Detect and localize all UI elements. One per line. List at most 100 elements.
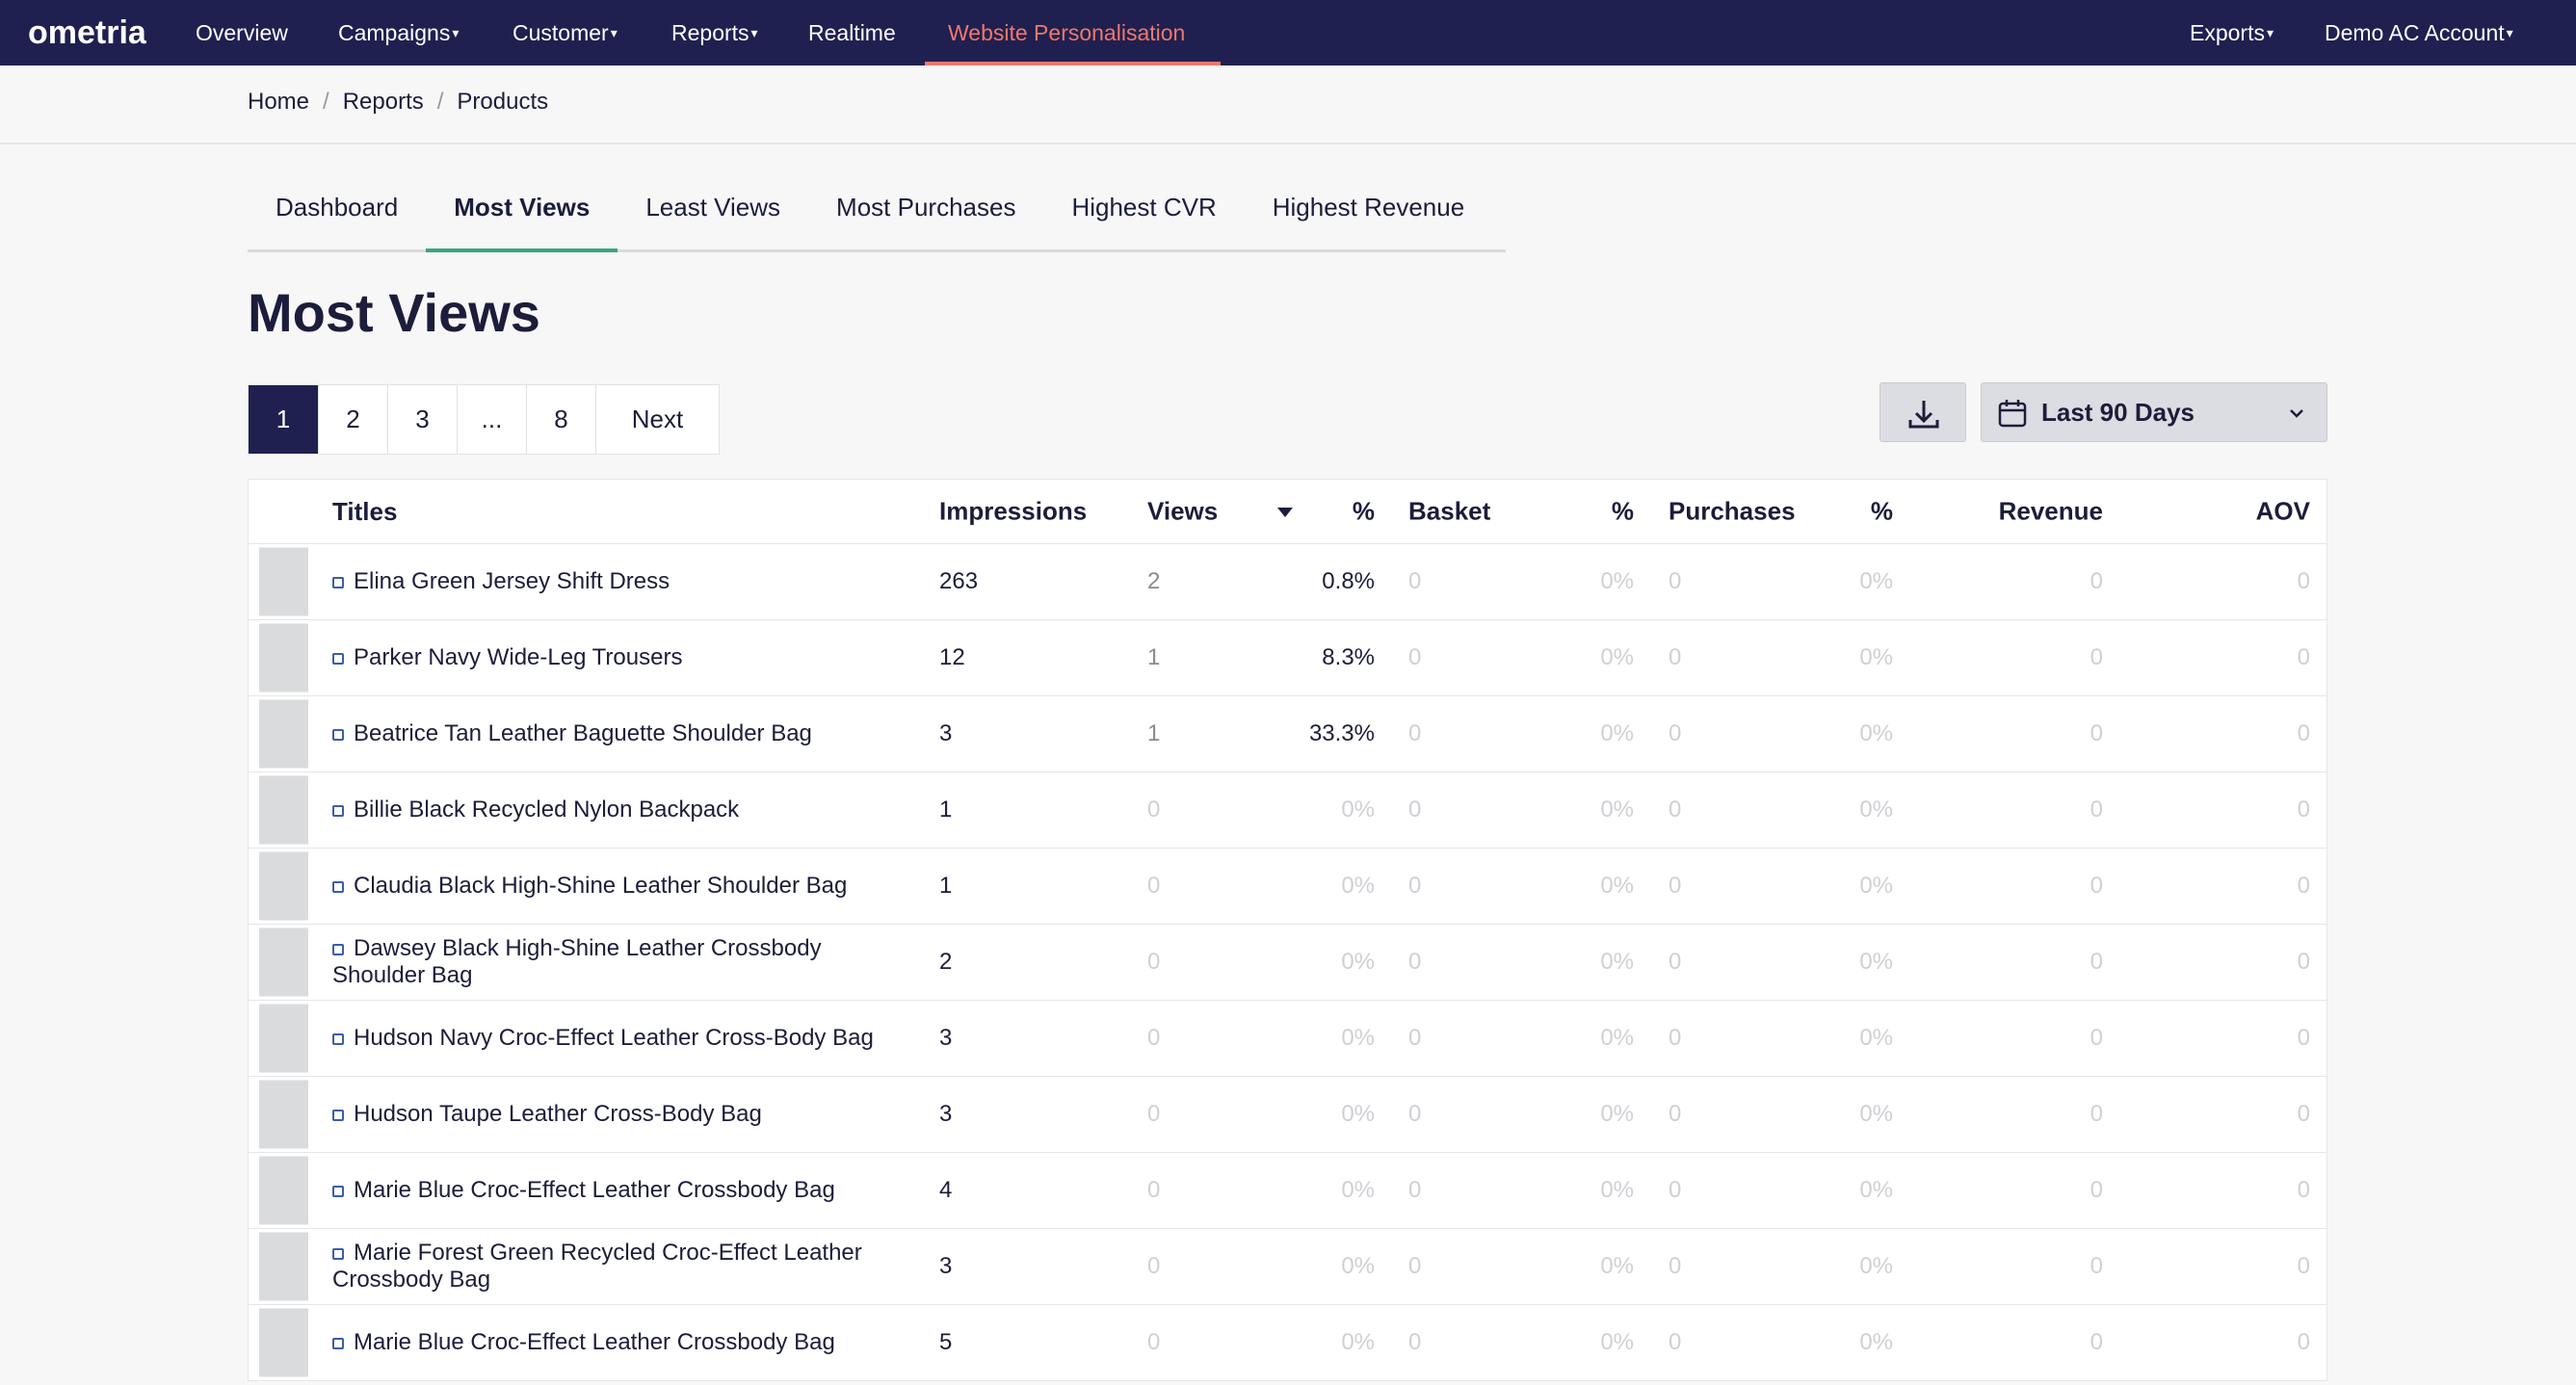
cell: 0	[1408, 1101, 1422, 1127]
crumb[interactable]: Reports	[309, 89, 424, 116]
cell: 0	[1408, 797, 1422, 823]
column-header[interactable]: %	[1870, 496, 1893, 526]
cell: 1	[1147, 644, 1161, 670]
table-row: Dawsey Black High-Shine Leather Crossbod…	[249, 924, 2326, 1000]
thumbnail	[259, 623, 308, 692]
page-button[interactable]: 3	[387, 385, 457, 454]
cell: 0	[1408, 568, 1422, 594]
column-header[interactable]: Views	[1147, 496, 1219, 526]
cell: 0%	[1600, 568, 1634, 594]
cell: 0	[2090, 873, 2103, 899]
column-header[interactable]: %	[1352, 496, 1375, 526]
tab[interactable]: Dashboard	[276, 193, 399, 222]
nav-item[interactable]: Website Personalisation	[948, 20, 1186, 45]
column-header[interactable]: Basket	[1408, 496, 1491, 526]
cell: 0	[1408, 1329, 1422, 1355]
page-button[interactable]: 1	[249, 385, 318, 454]
column-header[interactable]: AOV	[2255, 496, 2310, 526]
title-cell[interactable]: Hudson Navy Croc-Effect Leather Cross-Bo…	[332, 1019, 891, 1058]
product-title[interactable]: Marie Blue Croc-Effect Leather Crossbody…	[354, 1329, 835, 1355]
link-icon	[332, 805, 344, 817]
title-cell[interactable]: Hudson Taupe Leather Cross-Body Bag	[332, 1095, 891, 1134]
column-header[interactable]: Impressions	[939, 496, 1088, 526]
page-button[interactable]: 8	[526, 385, 595, 454]
breadcrumb: Home Reports Products	[248, 89, 548, 116]
title-cell[interactable]: Beatrice Tan Leather Baguette Shoulder B…	[332, 715, 891, 753]
product-title[interactable]: Marie Blue Croc-Effect Leather Crossbody…	[354, 1177, 835, 1203]
download-button[interactable]	[1879, 382, 1966, 442]
cell: 0	[2090, 797, 2103, 823]
cell: 0	[1147, 797, 1161, 823]
cell: 0	[2297, 1101, 2310, 1127]
page-button[interactable]: ...	[457, 385, 526, 454]
nav-item[interactable]: Overview	[196, 20, 288, 45]
link-icon	[332, 653, 344, 665]
table-row: Elina Green Jersey Shift Dress 263 2 0.8% 0 0…	[249, 543, 2326, 619]
column-header[interactable]: Titles	[332, 497, 398, 526]
header-row: Titles Impressions Views% Basket% Purchases%…	[249, 480, 2326, 543]
product-title[interactable]: Dawsey Black High-Shine Leather Crossbod…	[332, 935, 822, 988]
title-cell[interactable]: Claudia Black High-Shine Leather Shoulde…	[332, 867, 891, 905]
column-header[interactable]: %	[1611, 496, 1634, 526]
title-cell[interactable]: Elina Green Jersey Shift Dress	[332, 562, 891, 601]
heading: Most Views	[248, 282, 540, 343]
table-row: Marie Forest Green Recycled Croc-Effect …	[249, 1228, 2326, 1304]
cell: 0	[2090, 949, 2103, 975]
date-dropdown[interactable]: Last 90 Days	[1981, 382, 2327, 442]
product-title[interactable]: Hudson Taupe Leather Cross-Body Bag	[354, 1101, 762, 1127]
nav-item[interactable]: Campaigns	[338, 0, 459, 65]
crumb[interactable]: Products	[424, 89, 548, 116]
nav-item[interactable]: Realtime	[808, 20, 896, 45]
tab[interactable]: Most Purchases	[836, 193, 1016, 222]
link-icon	[332, 944, 344, 955]
tab[interactable]: Most Views	[426, 183, 618, 252]
product-title[interactable]: Parker Navy Wide-Leg Trousers	[354, 644, 683, 670]
cell: 0%	[1859, 873, 1893, 899]
product-title[interactable]: Beatrice Tan Leather Baguette Shoulder B…	[354, 720, 812, 746]
tab[interactable]: Highest CVR	[1071, 193, 1217, 222]
cell: 0	[1669, 1177, 1682, 1203]
date-label: Last 90 Days	[2041, 398, 2195, 427]
cell: 0%	[1859, 1329, 1893, 1355]
title-cell[interactable]: Billie Black Recycled Nylon Backpack	[332, 791, 891, 829]
product-title[interactable]: Elina Green Jersey Shift Dress	[354, 568, 670, 594]
title-cell[interactable]: Marie Blue Croc-Effect Leather Crossbody…	[332, 1171, 891, 1210]
cell: 0%	[1600, 1177, 1634, 1203]
nav-item[interactable]: Customer	[513, 0, 618, 65]
column-header[interactable]: Purchases	[1669, 496, 1796, 526]
title-cell[interactable]: Parker Navy Wide-Leg Trousers	[332, 639, 891, 677]
product-title[interactable]: Claudia Black High-Shine Leather Shoulde…	[354, 873, 848, 899]
logo[interactable]: ometria	[28, 14, 146, 51]
cell: 0	[1147, 1177, 1161, 1203]
thumbnail	[259, 547, 308, 616]
tab[interactable]: Highest Revenue	[1272, 193, 1465, 222]
cell: 0	[2297, 1253, 2310, 1279]
product-title[interactable]: Hudson Navy Croc-Effect Leather Cross-Bo…	[354, 1025, 874, 1051]
nav-item[interactable]: Demo AC Account	[2325, 0, 2513, 65]
cell: 0%	[1859, 720, 1893, 746]
title-cell[interactable]: Marie Forest Green Recycled Croc-Effect …	[332, 1234, 891, 1299]
tab[interactable]: Least Views	[645, 193, 781, 222]
title-cell[interactable]: Dawsey Black High-Shine Leather Crossbod…	[332, 929, 891, 995]
link-icon	[332, 729, 344, 741]
page-button[interactable]: Next	[595, 385, 719, 454]
sort-arrow[interactable]	[1277, 508, 1293, 517]
cell: 0%	[1859, 1101, 1893, 1127]
thumbnail	[259, 775, 308, 845]
nav-item[interactable]: Reports	[671, 0, 758, 65]
cell: 0	[1147, 949, 1161, 975]
cell: 0	[2090, 1177, 2103, 1203]
title-cell[interactable]: Marie Blue Croc-Effect Leather Crossbody…	[332, 1323, 891, 1362]
cell: 0	[1408, 1177, 1422, 1203]
crumb[interactable]: Home	[248, 89, 310, 115]
link-icon	[332, 1110, 344, 1121]
cell: 2	[1147, 568, 1161, 594]
page-button[interactable]: 2	[318, 385, 387, 454]
product-title[interactable]: Marie Forest Green Recycled Croc-Effect …	[332, 1240, 862, 1293]
cell: 0%	[1859, 1253, 1893, 1279]
product-title[interactable]: Billie Black Recycled Nylon Backpack	[354, 797, 740, 823]
nav-item[interactable]: Exports	[2190, 0, 2274, 65]
cell: 0%	[1341, 873, 1375, 899]
column-header[interactable]: Revenue	[1998, 496, 2103, 526]
